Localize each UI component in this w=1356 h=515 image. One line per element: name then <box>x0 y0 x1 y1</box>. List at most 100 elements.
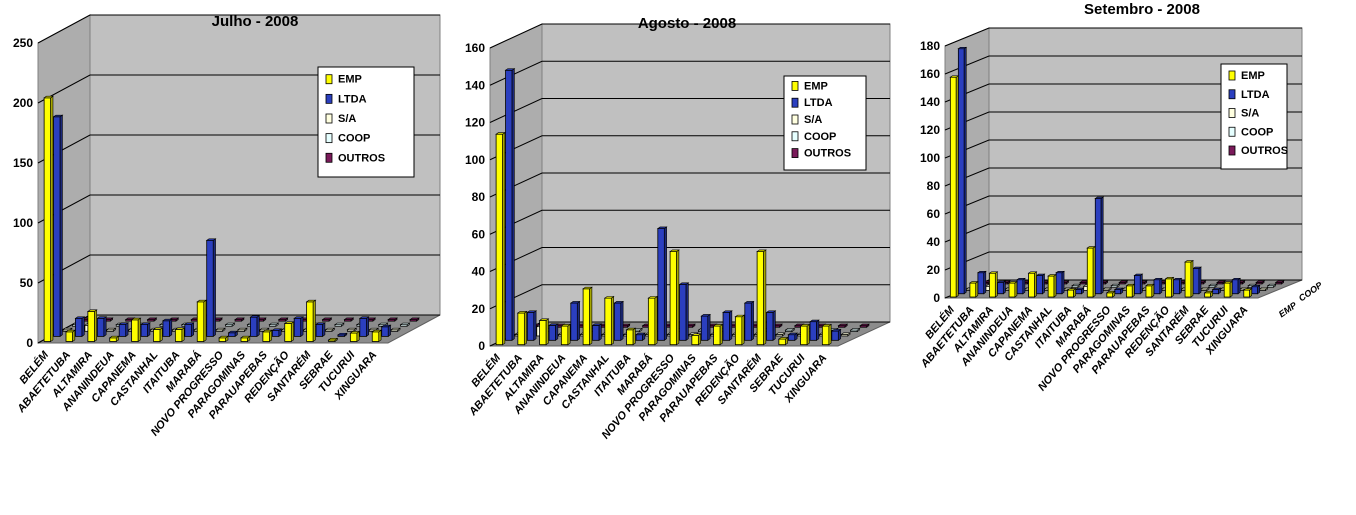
bar-side <box>59 114 63 337</box>
bar-top <box>224 322 236 326</box>
bar-top <box>1200 287 1210 290</box>
bar-top <box>1231 277 1242 281</box>
y-tick-label: 20 <box>472 302 486 316</box>
bar-top <box>976 270 987 274</box>
bar <box>1204 292 1211 298</box>
bar <box>131 319 139 342</box>
bar-side <box>983 270 987 295</box>
bar-top <box>1266 283 1277 287</box>
bar <box>766 311 774 341</box>
bar-top <box>1071 283 1082 287</box>
y-tick-label: 250 <box>13 36 33 50</box>
bar <box>734 316 743 346</box>
bar-top <box>390 327 401 331</box>
bar-side <box>159 327 163 343</box>
bar <box>228 332 236 337</box>
bar-top <box>647 296 659 299</box>
bar-top <box>1110 283 1121 287</box>
y-tick-label: 0 <box>26 336 33 350</box>
bar <box>1047 275 1055 298</box>
bar <box>65 331 73 342</box>
bar <box>1008 282 1016 298</box>
bar <box>592 325 600 341</box>
bar-top <box>1016 277 1026 281</box>
chart-2: 020406080100120140160180BELÉMABAETETUBAA… <box>918 1 1325 393</box>
bar-top <box>1074 287 1085 290</box>
bar-top <box>371 329 383 333</box>
bar <box>495 133 504 346</box>
bar-top <box>277 317 289 320</box>
bar-side <box>763 249 767 346</box>
bar <box>505 69 513 341</box>
bar-side <box>1042 273 1045 295</box>
bar <box>1067 289 1074 298</box>
bar <box>1075 289 1082 295</box>
bar-side <box>806 323 810 346</box>
y-tick-label: 80 <box>472 190 486 204</box>
bar <box>647 297 656 346</box>
bar-top <box>74 316 86 319</box>
bar <box>43 97 52 342</box>
legend: EMP LTDA S/A COOP OUTROS <box>317 66 415 178</box>
bar <box>1036 275 1043 295</box>
bar-top <box>258 327 270 331</box>
bar-top <box>162 318 173 322</box>
bar-top <box>538 318 550 321</box>
bar <box>96 317 105 337</box>
bar-side <box>191 322 194 337</box>
bar <box>756 251 765 346</box>
bar <box>539 320 547 346</box>
y-tick-label: 160 <box>920 67 940 81</box>
bar <box>669 251 678 346</box>
bar-top <box>377 322 389 326</box>
bar <box>140 323 149 337</box>
gridline <box>944 27 1302 47</box>
bar-side <box>511 68 515 341</box>
bar <box>1173 279 1180 295</box>
bar-top <box>183 322 195 325</box>
bar-top <box>1047 274 1058 277</box>
bar-top <box>271 328 283 331</box>
bar <box>679 284 687 341</box>
bar-side <box>1022 277 1026 295</box>
bar-top <box>108 335 120 339</box>
y-tick-label: 200 <box>13 96 33 110</box>
bar-top <box>1113 287 1124 290</box>
bar <box>635 334 643 341</box>
bar-side <box>137 317 141 343</box>
bar <box>713 325 721 346</box>
legend-label: OUTROS <box>804 148 851 160</box>
legend-label: EMP <box>1241 70 1265 82</box>
bar <box>1153 279 1161 295</box>
bar-top <box>43 95 54 99</box>
bar-top <box>261 329 273 333</box>
legend-label: LTDA <box>804 97 833 109</box>
chart-1: 020406080100120140160BELÉMABAETETUBAALTA… <box>465 15 891 441</box>
bar-top <box>1184 260 1194 263</box>
bar-top <box>591 323 603 326</box>
bar-top <box>837 323 849 327</box>
bar-top <box>130 317 142 321</box>
bar-top <box>582 286 593 290</box>
bar <box>284 323 292 342</box>
bar-top <box>1242 288 1253 291</box>
bar-side <box>611 295 614 346</box>
legend-swatch <box>791 114 799 125</box>
bar-top <box>305 299 317 303</box>
bar <box>1133 275 1141 295</box>
bar-top <box>337 332 348 336</box>
bar-top <box>205 238 217 241</box>
bar-side <box>719 323 723 346</box>
bar-top <box>96 316 108 319</box>
bar-side <box>1014 280 1018 298</box>
bar-side <box>685 282 689 341</box>
legend-label: EMP <box>804 80 828 92</box>
bar <box>240 337 248 342</box>
bar-top <box>560 324 572 327</box>
bar <box>800 325 808 346</box>
bar-side <box>816 319 820 341</box>
legend-label: S/A <box>338 113 356 125</box>
bar <box>293 317 302 337</box>
bar-top <box>1192 266 1202 269</box>
bar-top <box>387 317 398 320</box>
